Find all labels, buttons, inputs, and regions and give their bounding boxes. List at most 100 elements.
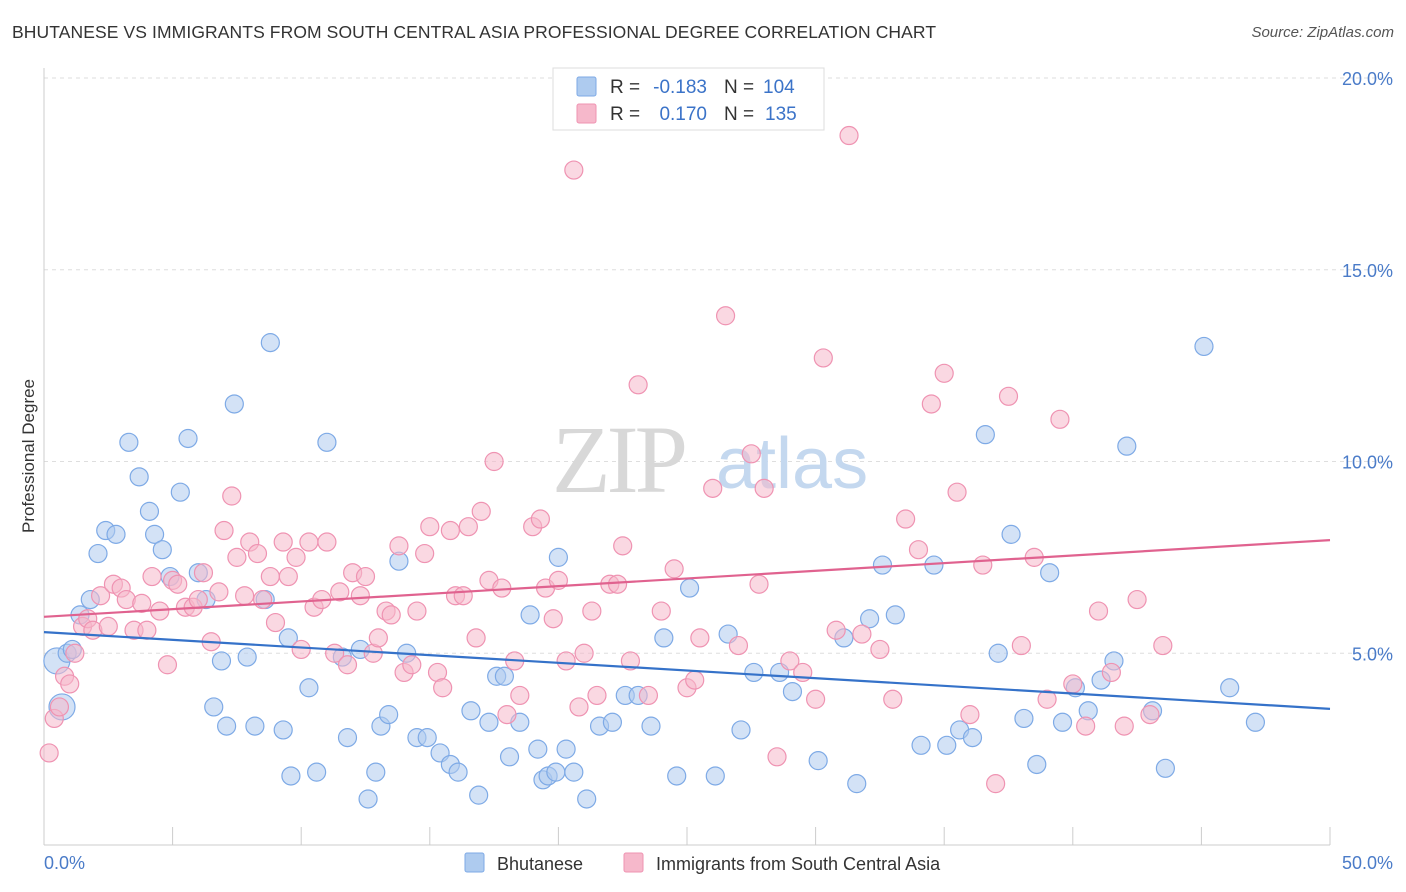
bhutanese-point-102 (1194, 336, 1214, 357)
bhutanese-point-70 (679, 578, 700, 598)
bhutanese-point-37 (366, 762, 386, 782)
chart-title: BHUTANESE VS IMMIGRANTS FROM SOUTH CENTR… (12, 22, 937, 42)
immigrants-point-107 (813, 348, 833, 368)
bhutanese-point-24 (245, 716, 265, 736)
bhutanese-point-89 (988, 643, 1008, 663)
legend-n-label-2: N = (724, 104, 754, 125)
bhutanese-point-81 (872, 555, 893, 575)
immigrants-point-44 (317, 532, 337, 552)
series-bhutanese-points (43, 333, 1266, 809)
immigrants-point-35 (260, 566, 280, 587)
immigrants-point-98 (715, 306, 736, 326)
bhutanese-point-13 (152, 540, 172, 560)
bhutanese-point-85 (937, 735, 957, 755)
bhutanese-point-6 (88, 543, 108, 564)
bhutanese-point-16 (178, 428, 198, 449)
immigrants-point-120 (986, 774, 1006, 794)
bhutanese-point-67 (641, 716, 661, 736)
bhutanese-point-61 (564, 762, 584, 782)
immigrants-point-21 (168, 574, 188, 594)
bhutanese-point-88 (975, 425, 995, 445)
immigrants-point-54 (381, 605, 401, 625)
bhutanese-point-23 (237, 647, 257, 667)
immigrants-point-131 (1127, 589, 1147, 610)
bhutanese-point-21 (217, 716, 237, 736)
gridlines (44, 77, 1393, 654)
immigrants-point-19 (157, 655, 178, 675)
bhutanese-point-27 (273, 720, 293, 740)
legend-n-value-2: 135 (765, 104, 797, 125)
bhutanese-point-74 (744, 662, 764, 683)
bhutanese-point-90 (1001, 524, 1021, 544)
immigrants-point-29 (222, 486, 242, 506)
bhutanese-point-48 (469, 785, 489, 805)
y-tick-label-0: 5.0% (1352, 644, 1393, 664)
immigrants-point-5 (65, 643, 85, 663)
immigrants-point-104 (780, 651, 800, 671)
immigrants-point-28 (214, 520, 234, 541)
immigrants-point-93 (664, 559, 684, 579)
immigrants-point-9 (90, 586, 111, 606)
bhutanese-point-8 (106, 524, 126, 544)
immigrants-point-109 (839, 125, 859, 146)
immigrants-point-127 (1076, 716, 1096, 736)
immigrants-trend-line (43, 539, 1331, 618)
immigrants-point-10 (98, 616, 118, 637)
immigrants-point-108 (826, 620, 846, 640)
immigrants-point-133 (1153, 635, 1173, 656)
bhutanese-point-79 (847, 774, 867, 794)
legend-n-label-1: N = (724, 77, 754, 98)
immigrants-point-113 (896, 509, 916, 529)
bhutanese-point-55 (528, 739, 548, 759)
bhutanese-point-82 (885, 605, 905, 625)
immigrants-point-16 (137, 620, 157, 640)
bhutanese-point-87 (962, 728, 983, 748)
bhutanese-point-104 (1245, 712, 1266, 732)
bhutanese-point-9 (119, 432, 139, 452)
legend-swatch-immigrants (623, 852, 644, 873)
immigrants-point-117 (947, 482, 967, 502)
bhutanese-point-58 (546, 762, 566, 782)
watermark-zip: ZIP (552, 406, 685, 513)
bhutanese-point-47 (461, 701, 481, 721)
immigrants-point-89 (620, 651, 641, 671)
immigrants-point-46 (330, 582, 350, 602)
bhutanese-point-49 (479, 712, 499, 732)
immigrants-point-17 (142, 566, 162, 587)
bhutanese-point-71 (705, 766, 725, 786)
series-legend: Bhutanese Immigrants from South Central … (464, 852, 941, 874)
immigrants-point-130 (1114, 716, 1134, 736)
immigrants-point-126 (1063, 674, 1083, 694)
bhutanese-point-76 (782, 681, 803, 702)
immigrants-point-115 (921, 394, 941, 414)
legend-n-value-1: 104 (763, 77, 795, 98)
immigrants-point-58 (407, 601, 427, 621)
bhutanese-point-83 (911, 735, 931, 755)
bhutanese-point-80 (860, 609, 880, 629)
bhutanese-point-73 (731, 720, 751, 740)
bhutanese-point-19 (204, 697, 224, 717)
bhutanese-point-51 (494, 666, 514, 686)
immigrants-point-33 (247, 543, 268, 564)
immigrants-point-52 (368, 628, 388, 648)
bhutanese-point-68 (654, 628, 674, 648)
immigrants-point-90 (628, 375, 648, 395)
legend-swatch-pink (576, 103, 597, 124)
immigrants-point-95 (685, 670, 705, 690)
immigrants-point-25 (193, 563, 214, 583)
immigrants-point-119 (973, 555, 993, 575)
immigrants-point-63 (440, 520, 460, 541)
immigrants-point-70 (484, 451, 504, 472)
immigrants-point-72 (497, 705, 517, 725)
immigrants-point-0 (39, 743, 59, 763)
bhutanese-point-77 (808, 751, 828, 771)
legend-swatch-blue (576, 76, 597, 97)
bhutanese-point-31 (307, 762, 327, 782)
immigrants-point-65 (453, 586, 473, 606)
immigrants-point-50 (355, 566, 376, 587)
immigrants-point-92 (651, 601, 671, 621)
immigrants-point-124 (1037, 689, 1057, 709)
immigrants-point-30 (227, 547, 247, 567)
legend-r-label-1: R = (610, 77, 640, 98)
immigrants-point-116 (934, 363, 954, 383)
